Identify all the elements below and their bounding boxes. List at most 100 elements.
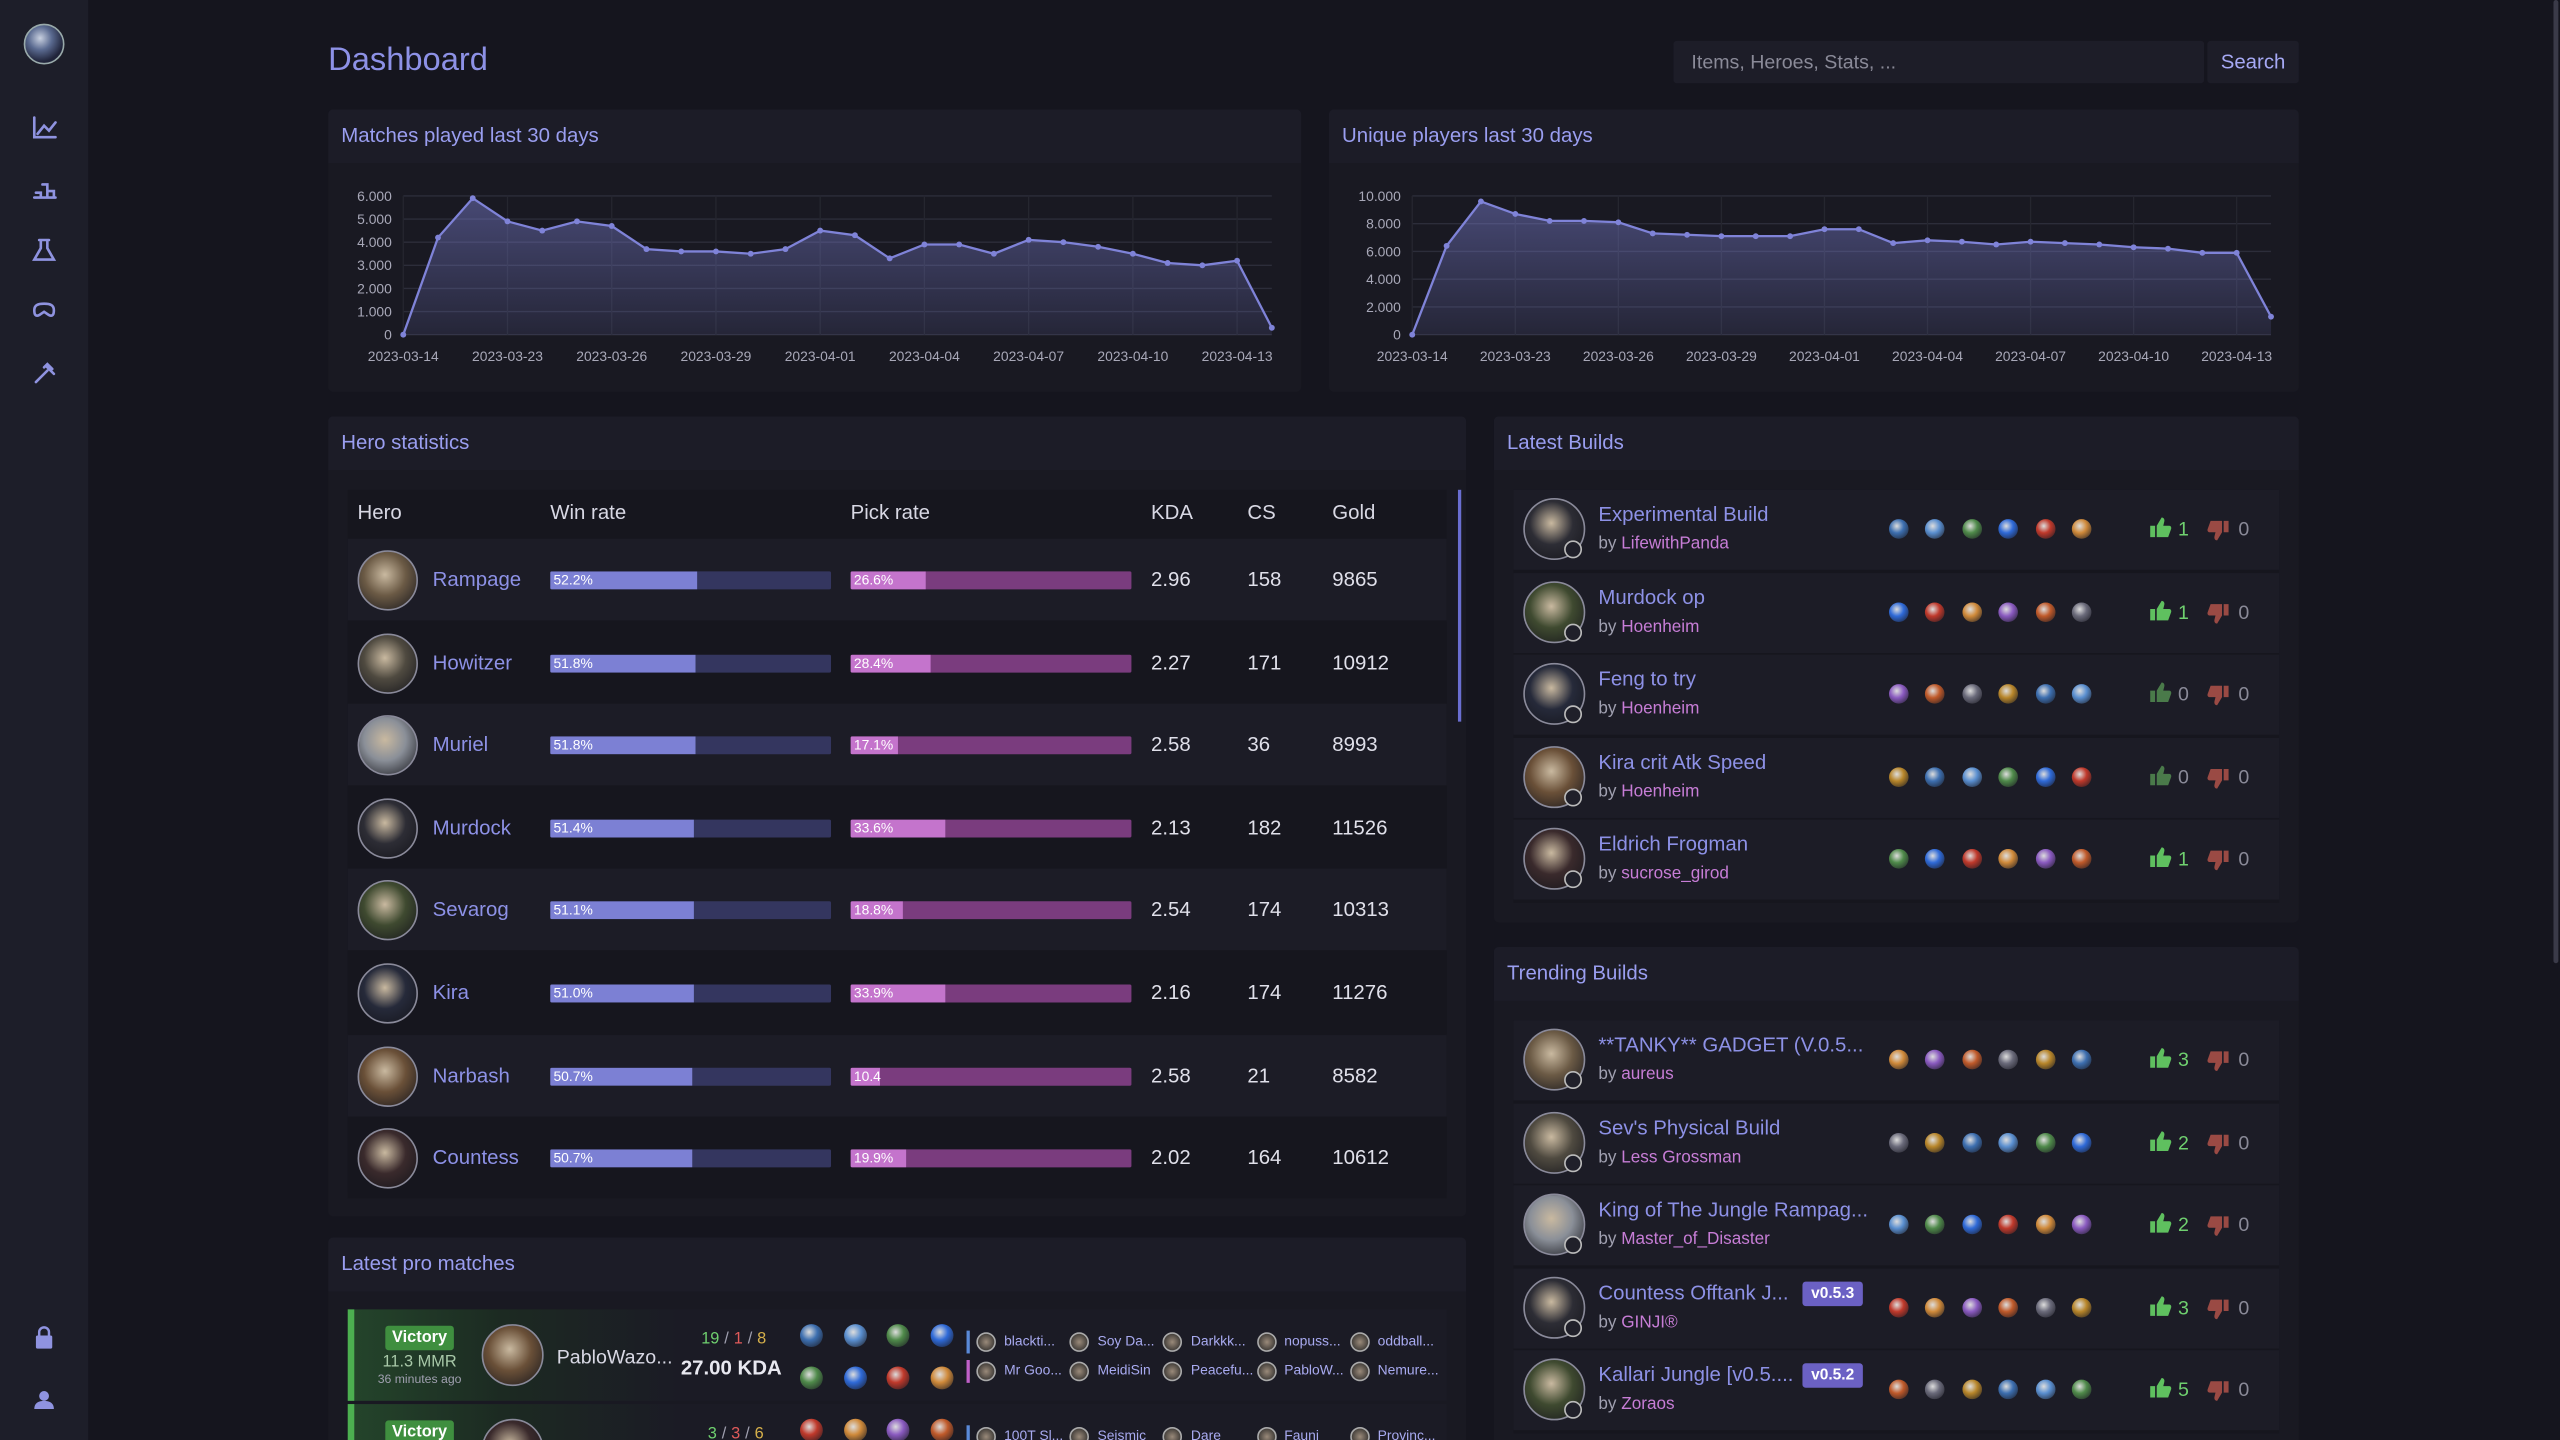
point (1821, 226, 1828, 233)
downvote-icon[interactable] (2207, 767, 2230, 790)
upvote-icon[interactable] (2149, 681, 2172, 704)
search-button[interactable]: Search (2207, 40, 2299, 84)
player-name[interactable]: PabloWazo... (556, 1345, 673, 1369)
thumb (2150, 1377, 2172, 1398)
build-name[interactable]: **TANKY** GADGET (V.0.5... (1598, 1033, 1864, 1057)
team-player[interactable]: Darkkk... (1190, 1332, 1246, 1349)
thumb (2150, 1213, 2172, 1233)
team-player[interactable]: Fauni (1284, 1426, 1319, 1440)
downvotes: 0 (2238, 517, 2250, 541)
hero-badge (1564, 1153, 1583, 1172)
build-name[interactable]: Countess Offtank J... (1598, 1280, 1789, 1304)
thumb (2207, 1051, 2229, 1072)
team-player[interactable]: blackti... (1004, 1332, 1055, 1349)
assists: 6 (754, 1425, 764, 1440)
hero-name[interactable]: Narbash (432, 1063, 510, 1087)
item-icon (1925, 519, 1946, 539)
team-player[interactable]: PabloW... (1284, 1361, 1344, 1378)
cs: 21 (1247, 1063, 1271, 1087)
search-input[interactable]: Items, Heroes, Stats, ... (1673, 40, 2205, 84)
build-name[interactable]: Sev's Physical Build (1598, 1115, 1781, 1139)
build-author[interactable]: sucrose_girod (1621, 863, 1729, 884)
downvote-icon[interactable] (2207, 1380, 2230, 1403)
hero-name[interactable]: Countess (432, 1146, 519, 1170)
downvotes: 0 (2238, 600, 2250, 623)
build-name[interactable]: Kallari Jungle [v0.5.... (1598, 1363, 1794, 1387)
team-player[interactable]: Mr Goo... (1004, 1361, 1062, 1378)
lock-shackle (37, 1326, 51, 1336)
downvote-icon[interactable] (2207, 849, 2230, 872)
upvote-icon[interactable] (2149, 763, 2172, 786)
nav-lab-icon[interactable] (32, 238, 57, 261)
build-name[interactable]: King of The Jungle Rampag... (1598, 1198, 1869, 1222)
team-player[interactable]: Peacefu... (1190, 1361, 1254, 1378)
upvote-icon[interactable] (2149, 516, 2172, 539)
downvote-icon[interactable] (2207, 1297, 2230, 1320)
build-name[interactable]: Feng to try (1598, 667, 1696, 691)
upvote-icon[interactable] (2149, 1047, 2172, 1070)
chart: 0 1.000 2.000 3.000 4.000 5.000 6.000 2023-03-1… (357, 188, 1275, 364)
upvote-icon[interactable] (2149, 1376, 2172, 1399)
avatar (357, 798, 418, 859)
build-author[interactable]: Hoenheim (1621, 616, 1700, 636)
separator: / (721, 1425, 727, 1440)
upvote-icon[interactable] (2149, 598, 2172, 621)
team-player[interactable]: Seismic (1097, 1426, 1147, 1440)
hero-name[interactable]: Murdock (432, 815, 511, 839)
team-player[interactable]: nopuss... (1284, 1332, 1341, 1349)
item-icon (1962, 1132, 1982, 1152)
build-author[interactable]: aureus (1621, 1064, 1674, 1085)
item-icon (843, 1324, 867, 1347)
nav-stats-icon[interactable] (32, 116, 57, 139)
logo[interactable] (23, 23, 65, 65)
team-player[interactable]: Provinc... (1377, 1426, 1436, 1440)
build-author[interactable]: Zoraos (1621, 1394, 1675, 1414)
thumb (2207, 1298, 2229, 1319)
lock-icon[interactable] (35, 1335, 53, 1349)
area (1412, 201, 2272, 335)
build-author[interactable]: GINJI® (1621, 1311, 1678, 1332)
team-player[interactable]: Nemure... (1377, 1361, 1439, 1378)
search-placeholder: Items, Heroes, Stats, ... (1691, 50, 1897, 74)
build-author[interactable]: LifewithPanda (1621, 533, 1729, 554)
build-author[interactable]: Hoenheim (1621, 781, 1700, 801)
downvote-icon[interactable] (2207, 1050, 2230, 1073)
downvote-icon[interactable] (2207, 602, 2230, 625)
build-name[interactable]: Murdock op (1598, 585, 1705, 609)
nav-builds-icon[interactable] (34, 362, 56, 384)
hero-name[interactable]: Kira (432, 981, 469, 1005)
downvote-icon[interactable] (2207, 1132, 2230, 1155)
nav-games-icon[interactable] (32, 302, 56, 318)
build-author[interactable]: Hoenheim (1621, 698, 1700, 719)
nav-leaderboard-icon[interactable] (32, 183, 57, 199)
team-player[interactable]: oddball... (1377, 1332, 1434, 1349)
team-player[interactable]: 100T Sl... (1004, 1426, 1064, 1440)
downvote-icon[interactable] (2207, 684, 2230, 707)
user-icon[interactable] (39, 1391, 49, 1401)
build-name[interactable]: Experimental Build (1598, 502, 1769, 526)
upvotes: 3 (2177, 1295, 2189, 1319)
point (1025, 236, 1032, 243)
build-author[interactable]: Master_of_Disaster (1621, 1229, 1770, 1249)
hero-badge (1564, 870, 1583, 889)
upvote-icon[interactable] (2149, 1294, 2172, 1317)
build-author[interactable]: Less Grossman (1621, 1146, 1742, 1167)
team-player[interactable]: Dare (1190, 1426, 1221, 1440)
team-player[interactable]: MeidiSin (1097, 1361, 1151, 1378)
by-label: by (1598, 533, 1617, 554)
hero-name[interactable]: Rampage (432, 568, 522, 592)
upvotes: 1 (2177, 847, 2189, 871)
downvotes: 0 (2238, 1295, 2250, 1319)
downvote-icon[interactable] (2207, 519, 2230, 542)
player-avatar (1069, 1361, 1090, 1382)
team-player[interactable]: Soy Da... (1097, 1332, 1155, 1349)
upvote-icon[interactable] (2149, 1211, 2172, 1234)
hero-name[interactable]: Muriel (432, 733, 489, 757)
hero-name[interactable]: Howitzer (432, 650, 513, 674)
hero-name[interactable]: Sevarog (432, 898, 509, 922)
build-name[interactable]: Eldrich Frogman (1598, 832, 1749, 856)
build-name[interactable]: Kira crit Atk Speed (1598, 750, 1767, 774)
upvote-icon[interactable] (2149, 846, 2172, 869)
upvote-icon[interactable] (2149, 1129, 2172, 1152)
downvote-icon[interactable] (2207, 1215, 2230, 1238)
